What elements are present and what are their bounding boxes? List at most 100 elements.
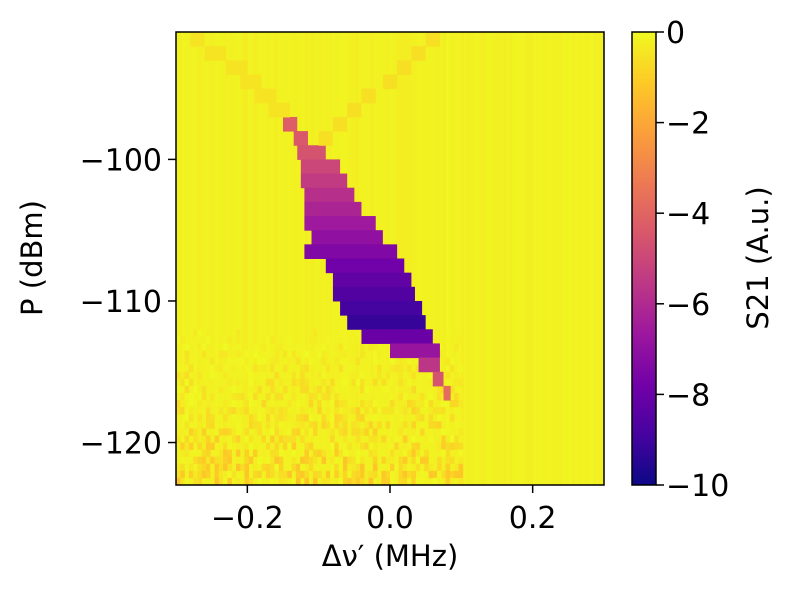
heatmap-cell [265,407,271,415]
heatmap-cell [445,456,451,465]
heatmap-cell [265,442,271,450]
heatmap-cell [265,392,271,401]
heatmap-cell [454,449,459,457]
heatmap-cell [385,470,391,479]
heatmap-cell [295,428,301,436]
heatmap-cell [325,336,331,344]
heatmap-column [215,32,218,485]
heatmap-cell [283,350,288,358]
heatmap-cell [411,428,416,436]
heatmap-row [332,272,412,288]
heatmap-cell [265,470,271,479]
heatmap-cell [342,470,348,479]
heatmap-cell [201,336,207,344]
heatmap-cell [351,456,357,465]
heatmap-cell [291,378,297,387]
y-tick-label: −110 [80,285,162,320]
heatmap-column [572,32,575,485]
heatmap-column [413,32,416,485]
heatmap-cell [415,428,421,436]
heatmap-row [304,216,376,231]
heatmap-cell [437,385,442,394]
heatmap-cell [291,385,297,394]
heatmap-cell [449,357,455,365]
heatmap-cell [437,414,442,422]
heatmap-row [432,371,444,387]
heatmap-cell [295,414,301,422]
heatmap-cell [308,336,314,344]
heatmap-cell [201,350,207,358]
heatmap-cell [235,336,241,344]
heatmap-cell [437,421,442,429]
heatmap-cell [218,350,224,358]
heatmap-column [233,32,236,485]
heatmap-cell [334,357,339,365]
heatmap-cell [325,407,331,415]
heatmap-cell [291,435,297,443]
heatmap-cell [325,421,331,429]
heatmap-cell [441,407,446,415]
heatmap-cell [402,392,408,401]
heatmap-column [455,32,458,485]
heatmap-cell [445,463,451,472]
heatmap-cell [334,456,339,465]
heatmap-cell [445,329,451,337]
heatmap-cell [227,428,232,436]
heatmap-cell [390,470,395,479]
heatmap-column [425,32,428,485]
heatmap-cell [291,350,297,358]
heatmap-cell [317,407,322,415]
heatmap-cell [402,470,408,479]
heatmap-cell [201,385,207,394]
heatmap-column [497,32,500,485]
heatmap-column [491,32,494,485]
heatmap-cell [415,414,421,422]
heatmap-column [290,32,293,485]
heatmap-cell [188,414,194,422]
heatmap-cell [342,350,348,358]
heatmap-cell [180,336,185,344]
heatmap-cell [308,456,314,465]
heatmap-cell [287,400,292,408]
heatmap-column [488,32,491,485]
heatmap-cell [201,400,207,408]
heatmap-cell [355,435,361,443]
heatmap-cell [235,456,241,465]
heatmap-cell [325,385,331,394]
heatmap-cell [244,364,250,373]
heatmap-column [200,32,203,485]
heatmap-cell [445,477,451,485]
heatmap-cell [360,470,365,479]
heatmap-cell [205,463,211,472]
heatmap-cell [360,400,365,408]
heatmap-cell [355,456,361,465]
heatmap-cell [415,463,421,472]
heatmap-cell [180,392,185,401]
heatmap-cell [402,477,408,485]
heatmap-cell [240,350,245,358]
heatmap-cell [176,470,181,479]
heatmap-cell [325,343,331,351]
heatmap-column [479,32,482,485]
heatmap-cell [381,378,387,387]
heatmap-cell [176,463,181,472]
heatmap-cell [223,343,228,351]
heatmap-cell [227,357,232,365]
heatmap-cell [283,442,288,450]
heatmap-column [467,32,470,485]
heatmap-cell [295,421,301,429]
heatmap-cell [300,421,305,429]
heatmap-cell [257,400,262,408]
heatmap-cell [214,449,220,457]
heatmap-cell [300,414,305,422]
heatmap-cell [223,371,228,380]
heatmap-cell [312,470,318,479]
heatmap-cell [257,407,262,415]
heatmap-cell [312,336,318,344]
heatmap-cell [304,428,309,436]
heatmap-cell [342,421,348,429]
heatmap-cell [351,463,357,472]
heatmap-cell [197,407,202,415]
heatmap-cell [180,470,185,479]
heatmap-cell [205,407,211,415]
